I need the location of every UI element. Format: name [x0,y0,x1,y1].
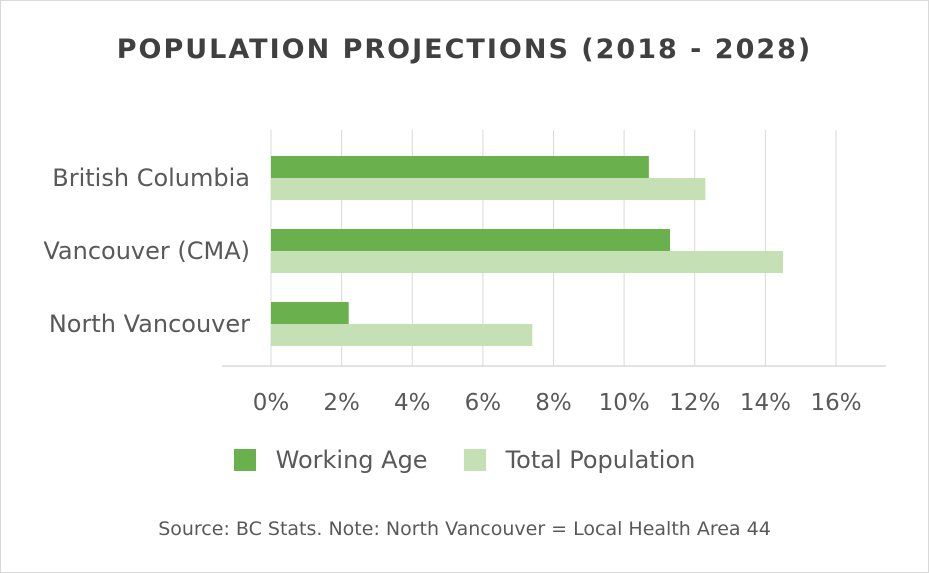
bar [271,156,649,178]
bar [271,251,784,273]
chart-title: POPULATION PROJECTIONS (2018 - 2028) [116,34,813,65]
bar [271,178,706,200]
legend: Working Age Total Population [0,446,929,474]
legend-label-working-age: Working Age [275,446,428,474]
x-tick-label: 10% [599,390,650,416]
legend-label-total-population: Total Population [505,446,696,474]
x-tick-label: 6% [465,390,502,416]
legend-swatch-working-age [233,449,256,471]
x-tick-label: 12% [669,390,720,416]
bar [271,302,349,324]
bar [271,229,671,251]
x-tick-label: 0% [253,390,290,416]
x-tick-label: 14% [740,390,791,416]
x-tick-label: 8% [535,390,572,416]
x-tick-label: 2% [323,390,360,416]
x-tick-label: 4% [394,390,431,416]
source-note: Source: BC Stats. Note: North Vancouver … [158,518,771,540]
category-label: British Columbia [52,164,250,192]
x-tick-label: 16% [810,390,861,416]
legend-item-working-age: Working Age [233,446,428,474]
bar [271,324,533,346]
legend-item-total-population: Total Population [463,446,696,474]
category-label: Vancouver (CMA) [43,237,250,265]
category-label: North Vancouver [49,310,250,338]
legend-swatch-total-population [463,449,486,471]
